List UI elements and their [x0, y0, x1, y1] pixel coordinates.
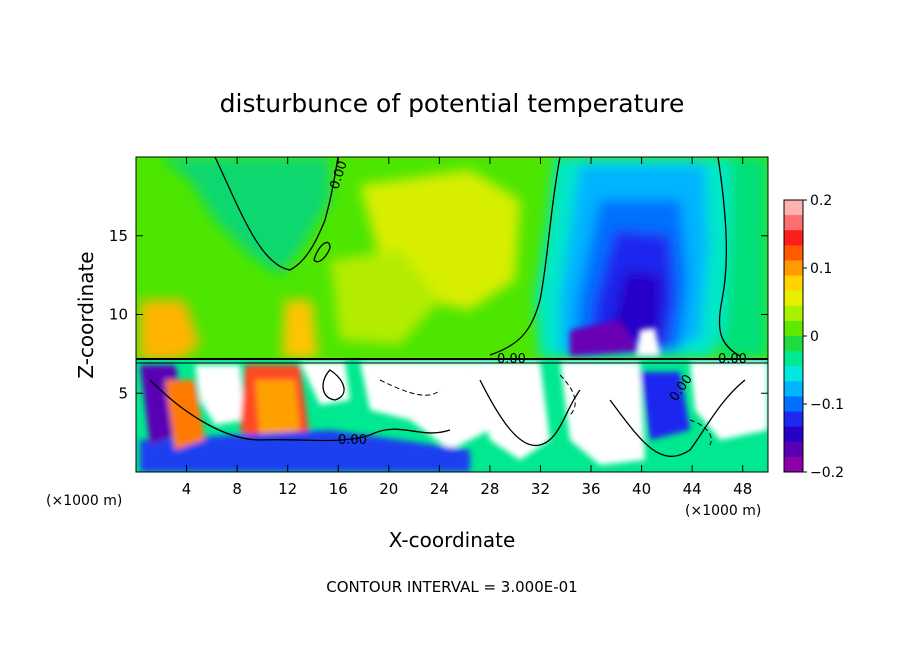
- colorbar-tick-label: −0.1: [810, 397, 844, 413]
- colorbar: [784, 200, 803, 473]
- contour-lines: [136, 157, 768, 457]
- lower-left-orange: [165, 380, 205, 450]
- chart-title: disturbunce of potential temperature: [220, 89, 685, 118]
- upper-left-green-region: [136, 157, 330, 275]
- colorbar-segment: [784, 426, 803, 443]
- colorbar-segment: [784, 351, 803, 367]
- contour-zero-upper-left: [214, 157, 339, 271]
- colorbar-segment: [784, 215, 803, 231]
- contour-zero-small-loop: [313, 241, 331, 263]
- lower-blue-band: [140, 430, 470, 472]
- colorbar-segment: [784, 336, 803, 352]
- x-tick-label: 16: [329, 480, 348, 498]
- contour-dashed-1: [379, 379, 441, 396]
- colorbar-segment: [784, 456, 803, 473]
- x-tick-label: 20: [379, 480, 398, 498]
- colorbar-segment: [784, 320, 803, 337]
- cold-core-purple: [570, 320, 640, 356]
- cold-core-white: [636, 328, 660, 356]
- contour-label-2: 0.00: [497, 352, 526, 367]
- y-tick-label: 10: [109, 306, 128, 324]
- colorbar-segment: [784, 290, 803, 307]
- right-green-strip: [720, 157, 768, 358]
- x-tick-label: 28: [480, 480, 499, 498]
- lower-white-patch-2: [300, 362, 350, 405]
- left-orange-region: [140, 300, 200, 360]
- contour-lower-3: [609, 379, 746, 457]
- contour-label-4: 0.00: [338, 433, 367, 448]
- lower-field: [136, 359, 768, 472]
- y-axis: 5 10 15: [109, 227, 768, 402]
- colorbar-tick-label: 0.1: [810, 261, 832, 277]
- colorbar-segment: [784, 366, 803, 382]
- contour-dashed-2: [559, 374, 576, 416]
- colorbar-segment: [784, 305, 803, 322]
- contour-dashed: [379, 374, 712, 446]
- heatmap-field: 0.00 0.00 0.00 0.00 0.00: [136, 157, 768, 472]
- colorbar-tick-label: −0.2: [810, 465, 844, 481]
- x-unit-right: (×1000 m): [685, 503, 761, 519]
- contour-label-3: 0.00: [718, 352, 747, 367]
- x-tick-label: 40: [632, 480, 651, 498]
- colorbar-tick-label: 0: [810, 329, 819, 345]
- contour-lower-2: [479, 379, 581, 447]
- y-tick-label: 5: [118, 384, 128, 402]
- contour-lower-1: [149, 379, 451, 442]
- colorbar-segment: [784, 441, 803, 458]
- colorbar-segment: [784, 260, 803, 277]
- mid-orange-column: [282, 300, 318, 358]
- lower-orange-plume: [255, 380, 300, 440]
- y-axis-label: Z-coordinate: [74, 251, 98, 378]
- x-tick-label: 32: [531, 480, 550, 498]
- upper-field: [136, 157, 768, 360]
- lower-white-patch-1: [195, 365, 245, 425]
- lower-blue-eddy: [640, 372, 690, 440]
- contour-interval-note: CONTOUR INTERVAL = 3.000E-01: [326, 578, 577, 596]
- upper-yellow-region-2: [330, 250, 440, 345]
- contour-dashed-3: [689, 419, 712, 446]
- x-tick-label: 48: [733, 480, 752, 498]
- colorbar-segment: [784, 275, 803, 292]
- lower-white-patch-5: [560, 362, 645, 465]
- x-axis: 4 8 12 16 20 24 28 32 36 40 44 48: [182, 157, 752, 498]
- x-tick-label: 24: [430, 480, 449, 498]
- x-unit-left: (×1000 m): [46, 493, 122, 509]
- colorbar-segment: [784, 245, 803, 261]
- x-axis-label: X-coordinate: [389, 528, 516, 552]
- x-tick-label: 12: [278, 480, 297, 498]
- lower-white-patch-3: [360, 362, 490, 450]
- colorbar-ticks: 0.2 0.1 0 −0.1 −0.2: [803, 193, 844, 481]
- colorbar-segment: [784, 381, 803, 397]
- x-tick-label: 36: [581, 480, 600, 498]
- x-tick-label: 8: [232, 480, 242, 498]
- lower-white-patch-4: [470, 362, 550, 460]
- colorbar-segment: [784, 411, 803, 428]
- contour-zero-cold-left: [489, 157, 561, 356]
- colorbar-tick-label: 0.2: [810, 193, 832, 209]
- colorbar-segment: [784, 230, 803, 246]
- y-tick-label: 15: [109, 227, 128, 245]
- contour-zero-cold-right: [717, 157, 741, 357]
- x-tick-label: 44: [683, 480, 702, 498]
- contour-lower-4: [322, 369, 345, 401]
- colorbar-segment: [784, 396, 803, 413]
- colorbar-segment: [784, 200, 803, 216]
- x-tick-label: 4: [182, 480, 192, 498]
